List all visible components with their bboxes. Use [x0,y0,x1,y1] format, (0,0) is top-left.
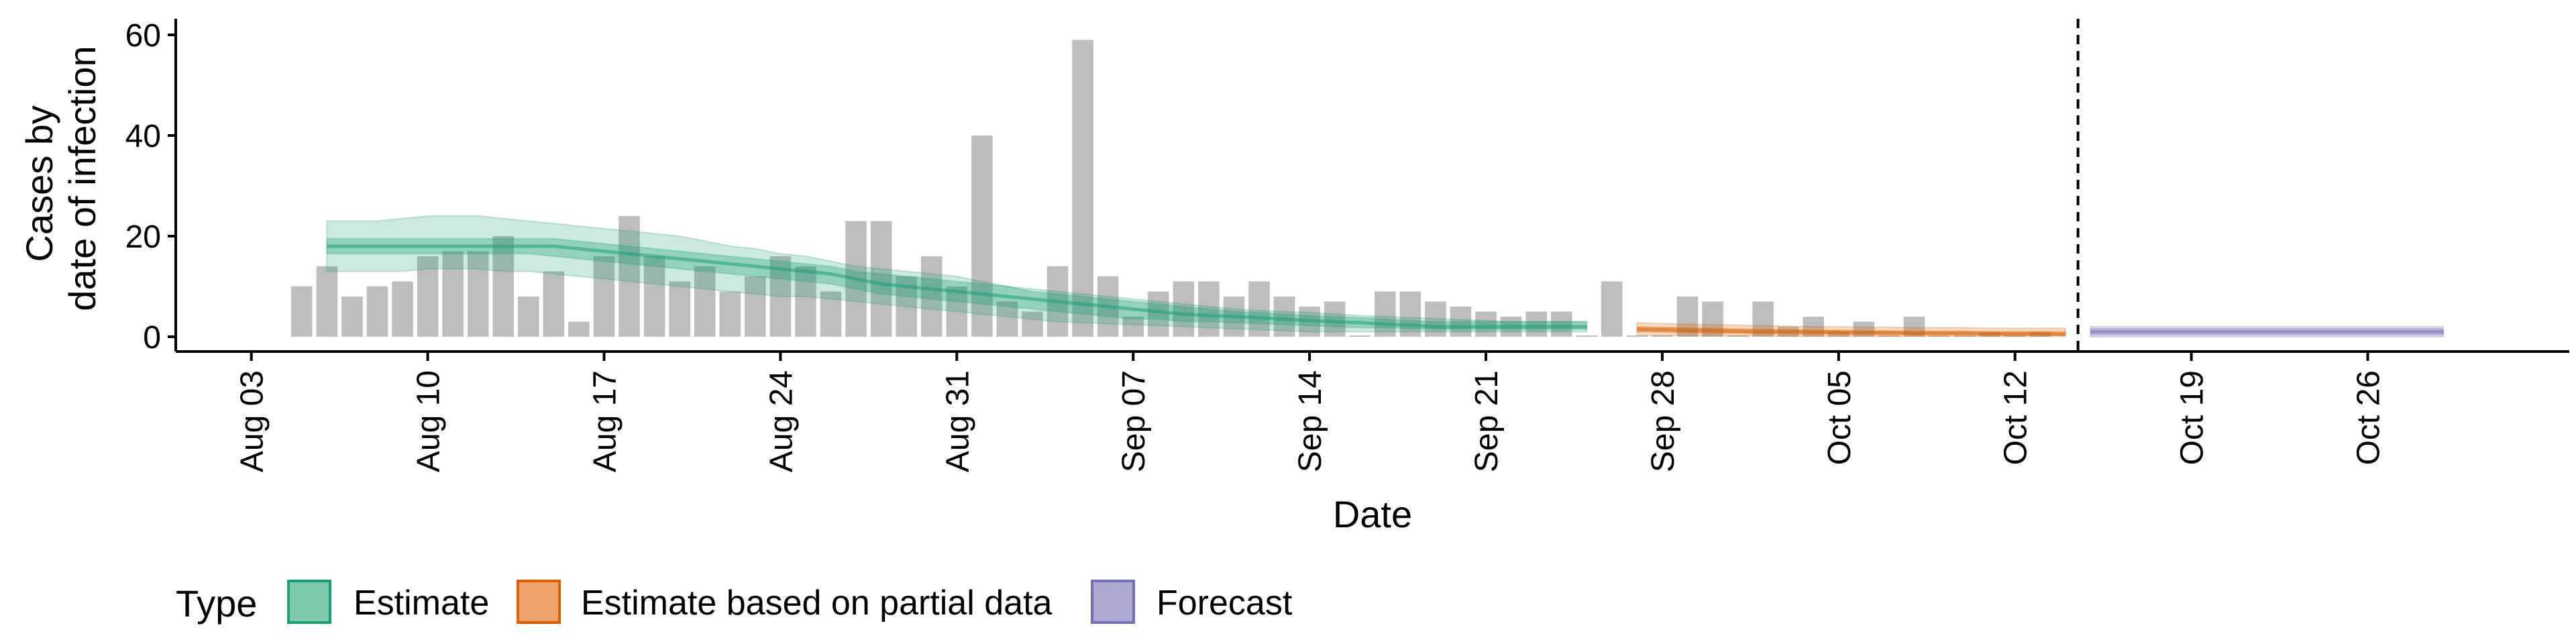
legend: Type Estimate Estimate based on partial … [176,580,1293,625]
bar [694,266,716,337]
bar [643,256,665,337]
bar [870,221,892,337]
bar [492,236,515,337]
bar [1248,281,1270,337]
bar [1525,311,1547,337]
bar [1273,297,1295,337]
bar [1349,335,1371,337]
bar [1601,281,1623,337]
x-tick-label: Aug 31 [940,370,975,472]
bar [820,291,842,337]
bar [1173,281,1195,337]
legend-label-estimate: Estimate [354,584,489,623]
y-axis-title: Cases by date of infection [18,46,103,311]
legend-key-forecast [1091,580,1135,624]
estimate-median-line [327,244,1587,329]
bar [619,216,640,337]
x-tick-label: Sep 28 [1646,370,1681,472]
bar [669,281,690,337]
x-tick-label: Aug 24 [763,370,799,472]
y-tick-label: 20 [125,219,161,255]
bar [996,301,1018,337]
y-axis-title-line-2: date of infection [61,46,103,311]
bar [518,297,539,337]
x-tick-label: Oct 19 [2175,370,2210,465]
bar [971,136,993,337]
bar [1953,335,1976,337]
x-tick-label: Aug 03 [235,370,270,472]
y-tick-label: 60 [125,18,161,54]
y-axis-title-line-1: Cases by [18,105,60,262]
bar [719,291,741,337]
bar [1727,335,1749,337]
y-ticks: 0 20 40 60 [125,18,176,356]
legend-title: Type [176,582,257,625]
bar [1450,307,1472,337]
estimate-ci90-band [326,215,1588,333]
bar [543,271,565,337]
x-tick-label: Sep 14 [1293,370,1328,472]
bar [442,251,464,337]
ribbons-layer [326,215,2445,337]
axes-layer [174,19,2569,353]
x-tick-label: Sep 21 [1469,370,1505,472]
bar [1576,335,1598,337]
legend-label-forecast: Forecast [1157,584,1293,623]
bar [946,286,968,337]
bar [1072,40,1093,337]
bar [417,256,439,337]
y-tick-label: 40 [125,119,161,154]
legend-key-estimate [287,580,331,624]
bar [1550,311,1572,337]
bar [795,266,816,337]
x-tick-label: Oct 05 [1822,370,1858,465]
bar [1198,281,1220,337]
bar [316,266,338,337]
bar [1652,335,1673,337]
bar [467,251,489,337]
bar [291,286,313,337]
x-tick-label: Aug 10 [411,370,447,472]
bar [1878,335,1900,337]
bar [920,256,943,337]
partial-median-line [1637,327,2065,336]
bar [341,297,363,337]
bar [1399,291,1421,337]
legend-key-partial [517,580,561,624]
bar [1929,335,1950,337]
x-tick-label: Sep 07 [1116,370,1152,472]
x-ticks: Aug 03 Aug 10 Aug 17 Aug 24 Aug 31 Sep 07 Sep … [235,352,2387,472]
bar [392,281,413,337]
bar [1828,331,1849,337]
bar [2004,335,2026,337]
estimate-ci50-band [326,237,1588,330]
legend-label-partial: Estimate based on partial data [581,584,1053,623]
x-tick-label: Oct 26 [2351,370,2387,465]
bars-layer [291,40,2051,337]
bar [1626,335,1648,337]
bar [1147,291,1169,337]
bar [1425,301,1446,337]
bar [568,321,590,337]
bar [1022,311,1043,337]
y-tick-label: 0 [143,320,161,356]
x-tick-label: Aug 17 [587,370,623,472]
bar [593,256,615,337]
bar [1375,291,1396,337]
x-tick-label: Oct 12 [1998,370,2034,465]
bar [745,276,766,337]
x-axis-title: Date [1333,493,1412,535]
bar [1122,317,1144,337]
bar [1324,301,1346,337]
bar [366,286,388,337]
bar [1475,311,1497,337]
